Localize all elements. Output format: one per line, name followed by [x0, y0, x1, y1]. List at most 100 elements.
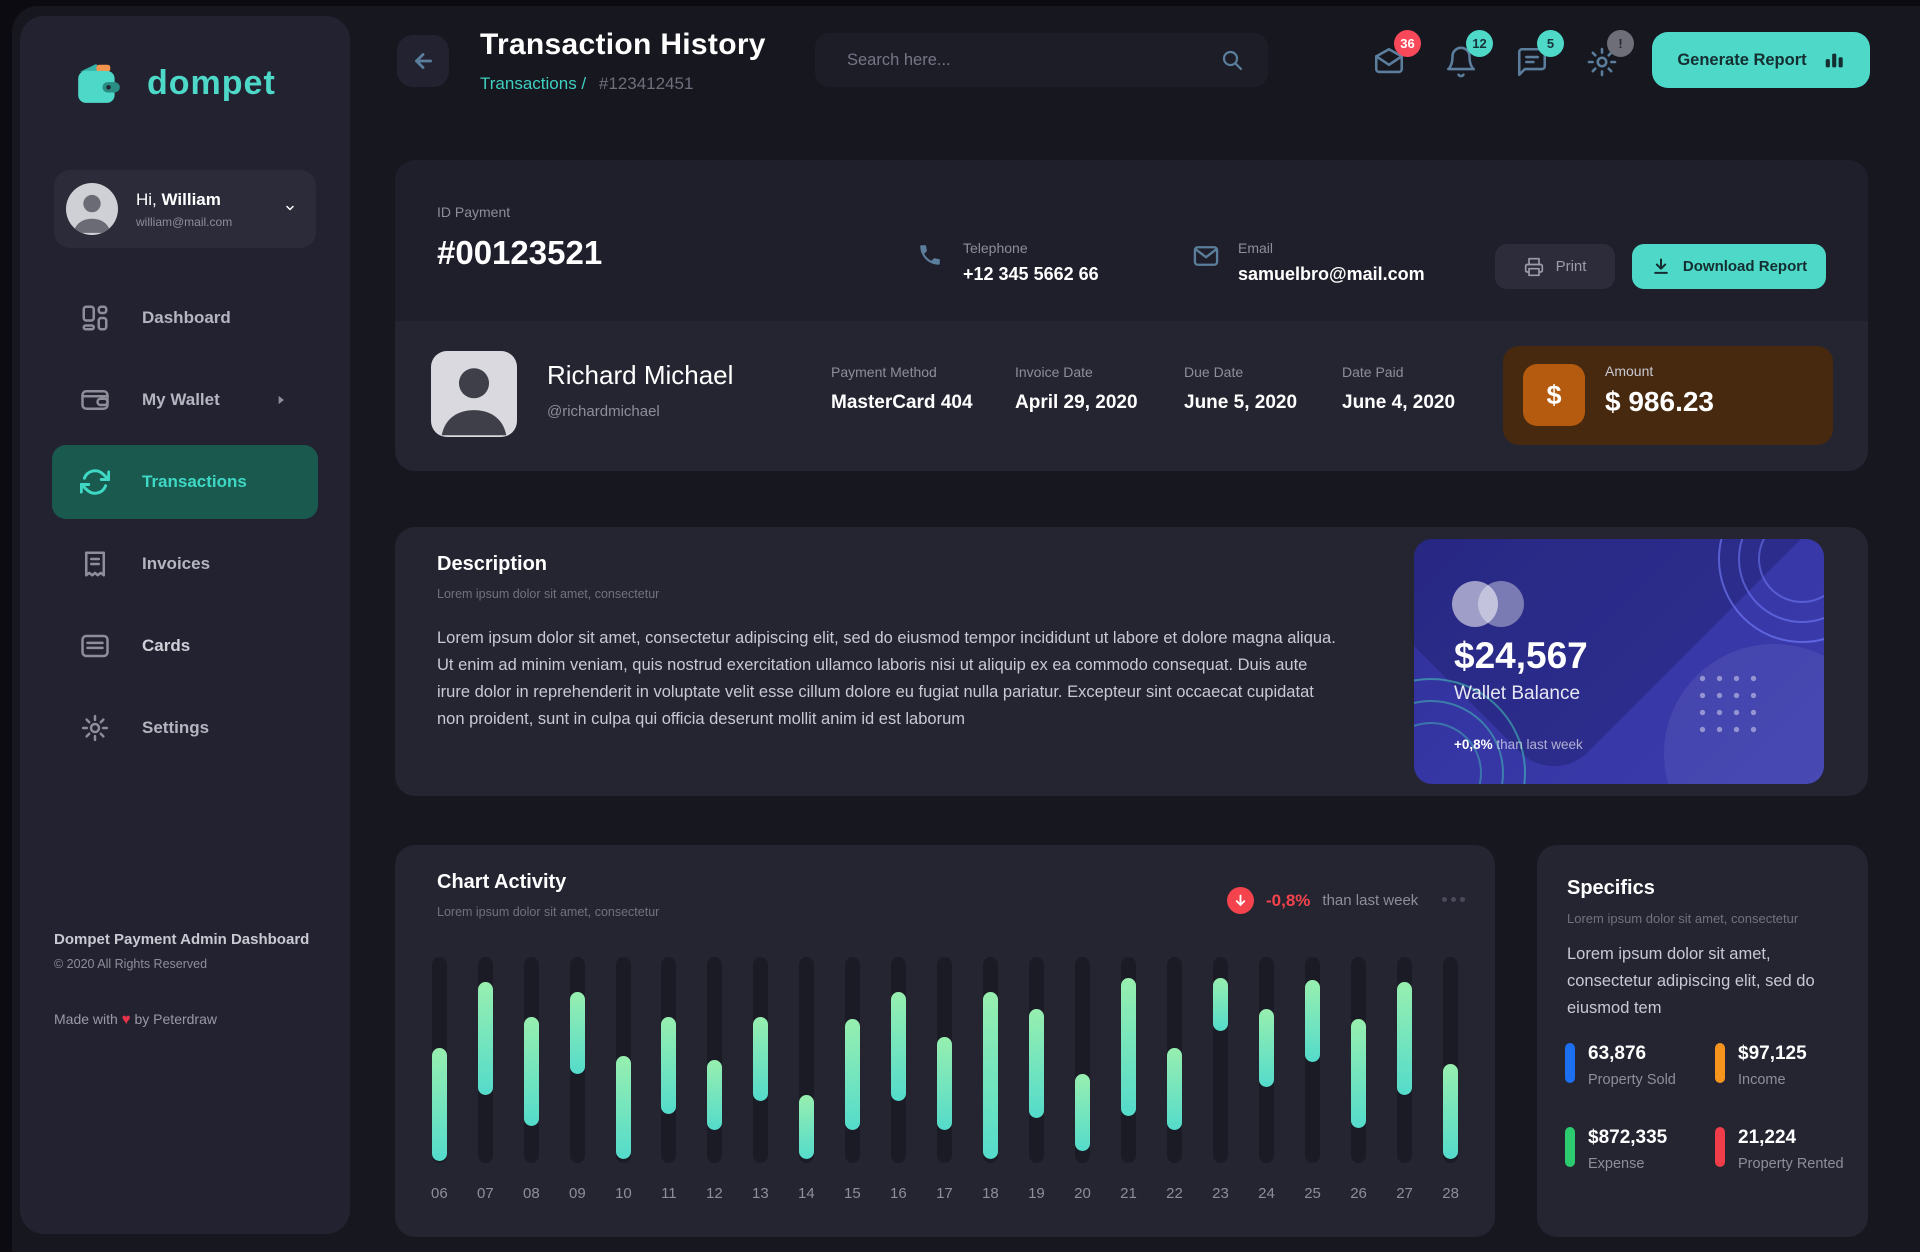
payment-id-label: ID Payment: [437, 204, 511, 220]
specifics-title: Specifics: [1567, 877, 1655, 899]
chart-bar-28: 28: [1442, 957, 1459, 1202]
print-label: Print: [1555, 258, 1587, 275]
more-options-icon[interactable]: [1442, 897, 1465, 902]
download-report-button[interactable]: Download Report: [1632, 244, 1826, 289]
wallet-balance-delta: +0,8% than last week: [1454, 737, 1583, 752]
dollar-icon: $: [1523, 364, 1585, 426]
arrow-down-circle-icon: [1227, 887, 1254, 914]
generate-report-label: Generate Report: [1677, 50, 1807, 69]
telephone-label: Telephone: [963, 240, 1028, 256]
sidebar-item-invoices[interactable]: Invoices: [52, 527, 318, 601]
sidebar: dompet Hi, William william@mail.com Dash…: [20, 16, 350, 1234]
chart-bar-12: 12: [706, 957, 723, 1202]
footer-copyright: © 2020 All Rights Reserved: [54, 957, 208, 971]
search-bar: [815, 33, 1268, 87]
chart-bar-17: 17: [936, 957, 953, 1202]
chart-bar-16: 16: [890, 957, 907, 1202]
user-name: William: [161, 189, 221, 209]
chart-bar-20: 20: [1074, 957, 1091, 1202]
breadcrumb-current: #123412451: [598, 74, 694, 93]
specifics-card: Specifics Lorem ipsum dolor sit amet, co…: [1537, 845, 1868, 1237]
chart-bar-24: 24: [1258, 957, 1275, 1202]
page-title: Transaction History: [480, 28, 766, 61]
sidebar-nav: Dashboard My Wallet Transactions Invoice…: [20, 281, 350, 773]
chart-delta-value: -0,8%: [1266, 890, 1311, 910]
amount-card: $ Amount $ 986.23: [1503, 346, 1833, 445]
footer-title: Dompet Payment Admin Dashboard: [54, 931, 310, 948]
invoice-date-field: Invoice Date April 29, 2020: [1015, 364, 1138, 413]
wallet-balance-card: $24,567 Wallet Balance +0,8% than last w…: [1414, 539, 1824, 784]
decorative-dot-grid: [1694, 670, 1758, 734]
chevron-down-icon: [282, 202, 298, 214]
chart-bar-13: 13: [752, 957, 769, 1202]
back-button[interactable]: [397, 35, 449, 87]
user-email: william@mail.com: [136, 214, 233, 229]
chart-delta-note: than last week: [1322, 892, 1419, 909]
email-label: Email: [1238, 240, 1274, 256]
messages-button[interactable]: 5: [1515, 30, 1564, 79]
chart-bar-15: 15: [844, 957, 861, 1202]
breadcrumb-parent-link[interactable]: Transactions /: [480, 74, 587, 93]
chart-bar-11: 11: [661, 957, 677, 1202]
date-paid-field: Date Paid June 4, 2020: [1342, 364, 1456, 413]
payer-avatar: [431, 351, 517, 437]
envelope-icon: [1192, 242, 1220, 270]
settings-button[interactable]: !: [1585, 30, 1634, 79]
heart-icon: ♥: [121, 1011, 131, 1028]
chart-bar-23: 23: [1212, 957, 1229, 1202]
stat-pill-green: [1565, 1127, 1575, 1167]
card-circles-icon: [1452, 581, 1524, 627]
credit-card-icon: [80, 631, 110, 661]
chart-bar-07: 07: [477, 957, 494, 1202]
sidebar-item-settings[interactable]: Settings: [52, 691, 318, 765]
stat-income: $97,125 Income: [1715, 1043, 1845, 1088]
arrow-left-icon: [410, 48, 436, 74]
brand-name: dompet: [147, 63, 276, 102]
payment-summary-card: ID Payment #00123521 Telephone +12 345 5…: [395, 160, 1868, 471]
print-button[interactable]: Print: [1495, 244, 1615, 289]
sidebar-item-label: Settings: [142, 718, 210, 737]
payer-handle: @richardmichael: [547, 403, 660, 420]
sidebar-item-my-wallet[interactable]: My Wallet: [52, 363, 318, 437]
chart-bars: 06 07 08 09 10 11 12 13 14 15 16 17 18 19 20 21 22 23 24 25…: [431, 957, 1459, 1202]
payment-id-value: #00123521: [437, 234, 603, 271]
sidebar-item-dashboard[interactable]: Dashboard: [52, 281, 318, 355]
sidebar-item-cards[interactable]: Cards: [52, 609, 318, 683]
description-title: Description: [437, 553, 548, 575]
chart-bar-21: 21: [1120, 957, 1137, 1202]
chart-bar-08: 08: [523, 957, 540, 1202]
search-icon[interactable]: [1220, 48, 1244, 72]
mail-badge: 36: [1394, 30, 1421, 57]
sidebar-footer: Dompet Payment Admin Dashboard © 2020 Al…: [54, 931, 324, 1028]
sidebar-item-label: Dashboard: [142, 308, 231, 327]
chevron-right-icon: [274, 393, 288, 407]
wallet-balance-value: $24,567: [1454, 635, 1588, 676]
chart-bar-27: 27: [1396, 957, 1413, 1202]
user-profile-menu[interactable]: Hi, William william@mail.com: [54, 170, 316, 248]
notifications-button[interactable]: 12: [1444, 30, 1493, 79]
specifics-body: Lorem ipsum dolor sit amet, consectetur …: [1567, 945, 1815, 1017]
amount-label: Amount: [1605, 363, 1654, 379]
sidebar-item-label: Invoices: [142, 554, 211, 573]
phone-icon: [917, 242, 943, 268]
generate-report-button[interactable]: Generate Report: [1652, 32, 1870, 88]
description-card: Description Lorem ipsum dolor sit amet, …: [395, 527, 1868, 796]
dashboard-icon: [80, 303, 110, 333]
chart-bar-14: 14: [798, 957, 815, 1202]
mail-button[interactable]: 36: [1372, 30, 1421, 79]
chart-activity-card: Chart Activity Lorem ipsum dolor sit ame…: [395, 845, 1495, 1237]
amount-value: $ 986.23: [1605, 386, 1714, 417]
payment-method-field: Payment Method MasterCard 404: [831, 364, 973, 413]
transactions-icon: [80, 467, 110, 497]
sidebar-item-transactions[interactable]: Transactions: [52, 445, 318, 519]
alert-badge: !: [1607, 30, 1634, 57]
chart-bar-09: 09: [569, 957, 586, 1202]
search-input[interactable]: [847, 33, 1197, 87]
stat-pill-red: [1715, 1127, 1725, 1167]
stat-expense: $872,335 Expense: [1565, 1127, 1715, 1172]
sidebar-item-label: Cards: [142, 636, 191, 655]
brand-logo: dompet: [73, 56, 276, 110]
sidebar-item-label: Transactions: [142, 472, 247, 491]
wallet-logo-icon: [73, 56, 125, 110]
payment-header-section: ID Payment #00123521 Telephone +12 345 5…: [395, 160, 1868, 321]
